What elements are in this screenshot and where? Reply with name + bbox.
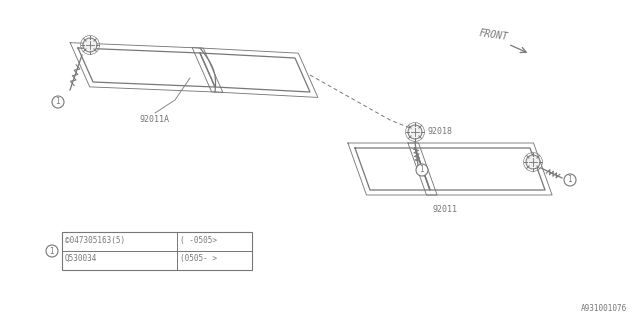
Text: ( -0505>: ( -0505>: [180, 236, 217, 245]
Circle shape: [416, 164, 428, 176]
Circle shape: [526, 155, 540, 169]
Text: ©047305163(5): ©047305163(5): [65, 236, 125, 245]
Circle shape: [408, 125, 422, 139]
Text: (0505- >: (0505- >: [180, 254, 217, 263]
Circle shape: [52, 96, 64, 108]
Text: 92011: 92011: [433, 205, 458, 214]
Circle shape: [46, 245, 58, 257]
Text: A931001076: A931001076: [580, 304, 627, 313]
Text: 1: 1: [50, 246, 54, 255]
Circle shape: [564, 174, 576, 186]
Text: Q530034: Q530034: [65, 254, 97, 263]
Text: 92018: 92018: [428, 127, 453, 137]
Text: 1: 1: [420, 165, 424, 174]
Text: 1: 1: [568, 175, 572, 185]
Bar: [62, 232, 252, 270]
Text: FRONT: FRONT: [478, 28, 509, 42]
Circle shape: [83, 38, 97, 52]
Text: 92011A: 92011A: [140, 115, 170, 124]
Text: 1: 1: [56, 98, 60, 107]
